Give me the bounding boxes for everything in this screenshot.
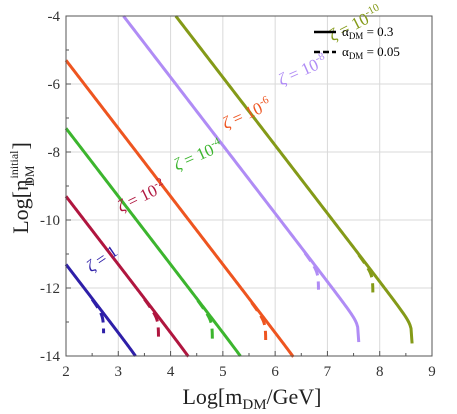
series-line-solid [64,195,190,358]
x-tick-label: 9 [428,364,436,380]
legend: αDM = 0.3 αDM = 0.05 [314,24,400,61]
series-line-dashed [303,252,320,290]
series-line-dashed [250,301,268,341]
y-axis-label-main: Log[η [8,180,33,234]
y-tick-label: -4 [48,9,61,25]
x-tick-label: 5 [219,364,227,380]
grid [66,16,432,356]
curve-label: ζ = 10-8 [275,50,330,89]
x-axis-label-sub: DM [242,397,266,413]
x-tick-label: 3 [115,364,123,380]
curve-label: ζ = 10-4 [170,135,225,174]
series-line-dashed [196,299,214,339]
y-axis-label-sub: DM [22,165,37,186]
x-tick-label: 6 [271,364,279,380]
plot-frame [65,15,433,357]
legend-label: αDM = 0.05 [342,44,400,61]
y-axis-label: Log[ηinitialDM] [7,142,37,234]
y-axis-label-sup: initial [7,150,21,179]
x-tick-label: 2 [62,364,70,380]
x-tick-label: 8 [376,364,384,380]
series-line-dashed [90,298,106,334]
x-axis-label: Log[mDM/GeV] [182,384,321,413]
curve-label: ζ = 10-6 [219,94,274,133]
x-tick-label: 4 [167,364,175,380]
y-tick-label: -12 [40,281,60,297]
series-line-solid [64,127,242,357]
series-line-dashed [357,254,375,293]
y-tick-label: -6 [48,77,61,93]
legend-label: αDM = 0.3 [342,24,393,41]
ticks: 2 3 4 5 6 7 8 9 -4 -6 -8 -10 -12 -14 [40,9,436,380]
y-tick-label: -10 [40,213,60,229]
series-line-solid [174,15,414,344]
x-axis-label-tail: /GeV] [267,384,322,409]
x-axis-label-main: Log[m [182,384,242,409]
series-line-solid [64,263,137,358]
y-tick-label: -14 [40,349,60,365]
curves [64,15,414,358]
curve-label: ζ = 10-2 [114,176,169,216]
y-axis-label-tail: ] [8,142,33,149]
y-tick-label: -8 [48,145,61,161]
curve-label: ζ = 1 [83,242,121,276]
series-line-dashed [143,298,160,337]
x-tick-label: 7 [324,364,332,380]
series-line-solid [122,15,361,343]
